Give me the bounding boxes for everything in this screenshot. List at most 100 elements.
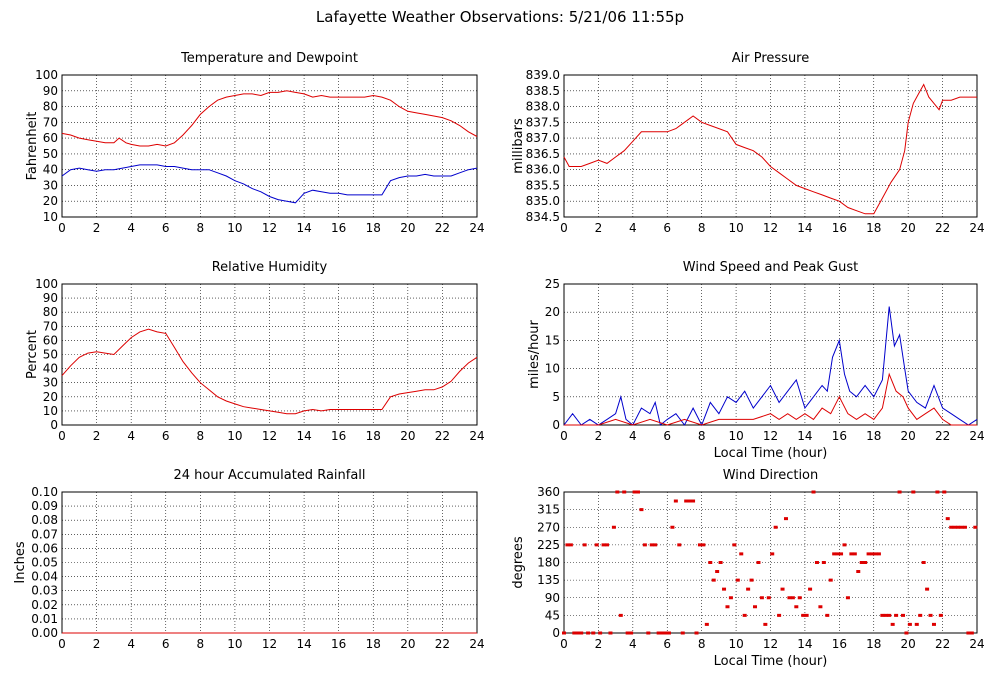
data-point bbox=[697, 543, 702, 547]
data-point bbox=[565, 543, 570, 547]
humidity-ylabel: Percent bbox=[25, 330, 40, 379]
data-point bbox=[615, 490, 620, 494]
data-point bbox=[773, 525, 778, 529]
temp-grid bbox=[61, 74, 478, 218]
y-tick-label: 90 bbox=[43, 84, 58, 98]
data-point bbox=[763, 622, 768, 626]
y-tick-label: 0 bbox=[552, 418, 560, 432]
humidity-chart: 0 2 4 6 8 10 12 14 16 18 20 22 240102030405060708090… bbox=[25, 260, 485, 443]
pressure-ylabel: millibars bbox=[511, 118, 526, 174]
data-point bbox=[586, 631, 591, 635]
x-tick-label: 18 bbox=[866, 429, 881, 443]
pressure-series-line-0 bbox=[563, 83, 977, 215]
data-point bbox=[591, 631, 596, 635]
data-point bbox=[973, 525, 978, 529]
data-point bbox=[928, 613, 933, 617]
data-point bbox=[873, 552, 878, 556]
direction-xlabel: Local Time (hour) bbox=[714, 654, 828, 669]
y-tick-label: 0.09 bbox=[31, 499, 58, 513]
x-tick-label: 18 bbox=[866, 221, 881, 235]
data-point bbox=[780, 587, 785, 591]
x-tick-label: 22 bbox=[935, 637, 950, 651]
y-tick-label: 836.5 bbox=[526, 147, 560, 161]
data-point bbox=[663, 631, 668, 635]
data-point bbox=[660, 631, 665, 635]
x-tick-label: 24 bbox=[469, 429, 484, 443]
y-tick-label: 15 bbox=[545, 333, 560, 347]
data-point bbox=[701, 543, 706, 547]
y-tick-label: 60 bbox=[43, 131, 58, 145]
x-tick-label: 24 bbox=[469, 637, 484, 651]
x-tick-label: 22 bbox=[935, 221, 950, 235]
y-tick-label: 0.03 bbox=[31, 584, 58, 598]
data-point bbox=[787, 596, 792, 600]
wind-grid bbox=[563, 283, 978, 426]
y-tick-label: 834.5 bbox=[526, 210, 560, 224]
y-tick-label: 30 bbox=[43, 376, 58, 390]
direction-chart: 0 2 4 6 8 10 12 14 16 18 20 22 240459013518022527031… bbox=[511, 468, 985, 669]
data-point bbox=[632, 490, 637, 494]
data-point bbox=[766, 596, 771, 600]
data-point bbox=[904, 631, 909, 635]
x-tick-label: 14 bbox=[296, 637, 311, 651]
data-point bbox=[639, 508, 644, 512]
data-point bbox=[907, 622, 912, 626]
data-point bbox=[722, 587, 727, 591]
data-point bbox=[856, 570, 861, 574]
data-point bbox=[839, 552, 844, 556]
data-point bbox=[849, 552, 854, 556]
data-point bbox=[601, 543, 606, 547]
x-tick-label: 18 bbox=[366, 429, 381, 443]
x-tick-label: 8 bbox=[197, 429, 205, 443]
data-point bbox=[808, 587, 813, 591]
x-tick-label: 0 bbox=[560, 637, 568, 651]
y-tick-label: 10 bbox=[545, 362, 560, 376]
pressure-plot-frame bbox=[563, 74, 978, 218]
y-tick-label: 45 bbox=[545, 608, 560, 622]
data-point bbox=[605, 543, 610, 547]
y-tick-label: 836.0 bbox=[526, 163, 560, 177]
data-point bbox=[938, 613, 943, 617]
data-point bbox=[876, 552, 881, 556]
x-tick-label: 14 bbox=[797, 429, 812, 443]
data-point bbox=[618, 613, 623, 617]
x-tick-label: 2 bbox=[595, 429, 603, 443]
x-tick-label: 4 bbox=[127, 637, 135, 651]
x-tick-label: 20 bbox=[400, 637, 415, 651]
y-tick-label: 0.00 bbox=[31, 626, 58, 640]
data-point bbox=[625, 631, 630, 635]
y-tick-label: 837.5 bbox=[526, 115, 560, 129]
y-tick-label: 0.04 bbox=[31, 570, 58, 584]
x-tick-label: 10 bbox=[728, 429, 743, 443]
x-tick-label: 24 bbox=[969, 637, 984, 651]
data-point bbox=[918, 613, 923, 617]
data-point bbox=[966, 631, 971, 635]
data-point bbox=[845, 596, 850, 600]
data-point bbox=[670, 525, 675, 529]
data-point bbox=[608, 631, 613, 635]
y-tick-label: 100 bbox=[35, 68, 58, 82]
y-tick-label: 40 bbox=[43, 362, 58, 376]
x-tick-label: 16 bbox=[331, 637, 346, 651]
x-tick-label: 0 bbox=[560, 221, 568, 235]
x-tick-label: 6 bbox=[663, 429, 671, 443]
data-point bbox=[859, 561, 864, 564]
data-point bbox=[715, 570, 720, 574]
x-tick-label: 10 bbox=[227, 637, 242, 651]
data-point bbox=[883, 613, 888, 617]
y-tick-label: 270 bbox=[537, 520, 560, 534]
data-point bbox=[677, 543, 682, 547]
x-tick-label: 2 bbox=[93, 221, 101, 235]
y-tick-label: 0.10 bbox=[31, 485, 58, 499]
x-tick-label: 22 bbox=[435, 221, 450, 235]
x-tick-label: 20 bbox=[901, 637, 916, 651]
x-tick-label: 6 bbox=[162, 637, 170, 651]
data-point bbox=[777, 613, 782, 617]
x-tick-label: 2 bbox=[93, 637, 101, 651]
y-tick-label: 80 bbox=[43, 305, 58, 319]
y-tick-label: 10 bbox=[43, 404, 58, 418]
x-tick-label: 8 bbox=[698, 221, 706, 235]
data-point bbox=[821, 561, 826, 564]
data-point bbox=[797, 596, 802, 600]
